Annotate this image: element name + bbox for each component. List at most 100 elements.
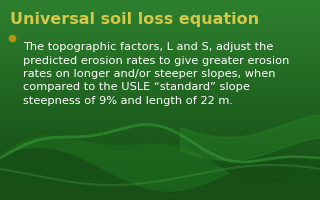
Bar: [0, 159, 320, 160]
Bar: [0, 54, 320, 55]
Bar: [0, 161, 320, 162]
Bar: [0, 131, 320, 132]
Bar: [0, 37, 320, 38]
Bar: [0, 155, 320, 156]
Bar: [0, 26, 320, 27]
Bar: [0, 124, 320, 125]
Text: Universal soil loss equation: Universal soil loss equation: [10, 12, 259, 27]
Bar: [0, 117, 320, 118]
Bar: [0, 76, 320, 77]
Bar: [0, 116, 320, 117]
Bar: [0, 43, 320, 44]
Bar: [0, 19, 320, 20]
Bar: [0, 110, 320, 111]
Bar: [0, 59, 320, 60]
Bar: [0, 71, 320, 72]
Bar: [0, 8, 320, 9]
Bar: [0, 6, 320, 7]
Bar: [0, 147, 320, 148]
Bar: [0, 45, 320, 46]
Bar: [0, 195, 320, 196]
Bar: [0, 163, 320, 164]
Bar: [0, 79, 320, 80]
Bar: [0, 94, 320, 95]
Bar: [0, 189, 320, 190]
Bar: [0, 66, 320, 67]
Bar: [0, 154, 320, 155]
Bar: [0, 33, 320, 34]
Bar: [0, 85, 320, 86]
Bar: [0, 61, 320, 62]
Bar: [0, 64, 320, 65]
Bar: [0, 44, 320, 45]
Bar: [0, 142, 320, 143]
Bar: [0, 160, 320, 161]
Bar: [0, 91, 320, 92]
Bar: [0, 77, 320, 78]
Bar: [0, 58, 320, 59]
Bar: [0, 39, 320, 40]
Bar: [0, 132, 320, 133]
Bar: [0, 0, 320, 1]
Bar: [0, 120, 320, 121]
Bar: [0, 179, 320, 180]
Bar: [0, 11, 320, 12]
Bar: [0, 111, 320, 112]
Bar: [0, 181, 320, 182]
Bar: [0, 10, 320, 11]
Bar: [0, 92, 320, 93]
Bar: [0, 5, 320, 6]
Bar: [0, 82, 320, 83]
Bar: [0, 152, 320, 153]
Bar: [0, 98, 320, 99]
Bar: [0, 30, 320, 31]
Bar: [0, 40, 320, 41]
Bar: [0, 145, 320, 146]
Bar: [0, 128, 320, 129]
Bar: [0, 47, 320, 48]
Bar: [0, 95, 320, 96]
Bar: [0, 127, 320, 128]
Bar: [0, 113, 320, 114]
Bar: [0, 2, 320, 3]
Bar: [0, 68, 320, 69]
Bar: [0, 100, 320, 101]
Bar: [0, 170, 320, 171]
Bar: [0, 81, 320, 82]
Bar: [0, 135, 320, 136]
Bar: [0, 23, 320, 24]
Bar: [0, 198, 320, 199]
Bar: [0, 150, 320, 151]
Bar: [0, 36, 320, 37]
Bar: [0, 46, 320, 47]
Bar: [0, 157, 320, 158]
Bar: [0, 72, 320, 73]
Bar: [0, 73, 320, 74]
Bar: [0, 80, 320, 81]
Bar: [0, 169, 320, 170]
Text: The topographic factors, L and S, adjust the: The topographic factors, L and S, adjust…: [23, 42, 273, 52]
Bar: [0, 185, 320, 186]
Bar: [0, 122, 320, 123]
Bar: [0, 31, 320, 32]
Bar: [0, 126, 320, 127]
Bar: [0, 180, 320, 181]
Bar: [0, 115, 320, 116]
Bar: [0, 57, 320, 58]
Bar: [0, 93, 320, 94]
Bar: [0, 12, 320, 13]
Bar: [0, 96, 320, 97]
Bar: [0, 187, 320, 188]
Text: rates on longer and/or steeper slopes, when: rates on longer and/or steeper slopes, w…: [23, 69, 276, 79]
Bar: [0, 125, 320, 126]
Bar: [0, 140, 320, 141]
Bar: [0, 52, 320, 53]
Bar: [0, 88, 320, 89]
Bar: [0, 196, 320, 197]
Bar: [0, 134, 320, 135]
Bar: [0, 172, 320, 173]
Bar: [0, 199, 320, 200]
Bar: [0, 129, 320, 130]
Bar: [0, 107, 320, 108]
Bar: [0, 69, 320, 70]
